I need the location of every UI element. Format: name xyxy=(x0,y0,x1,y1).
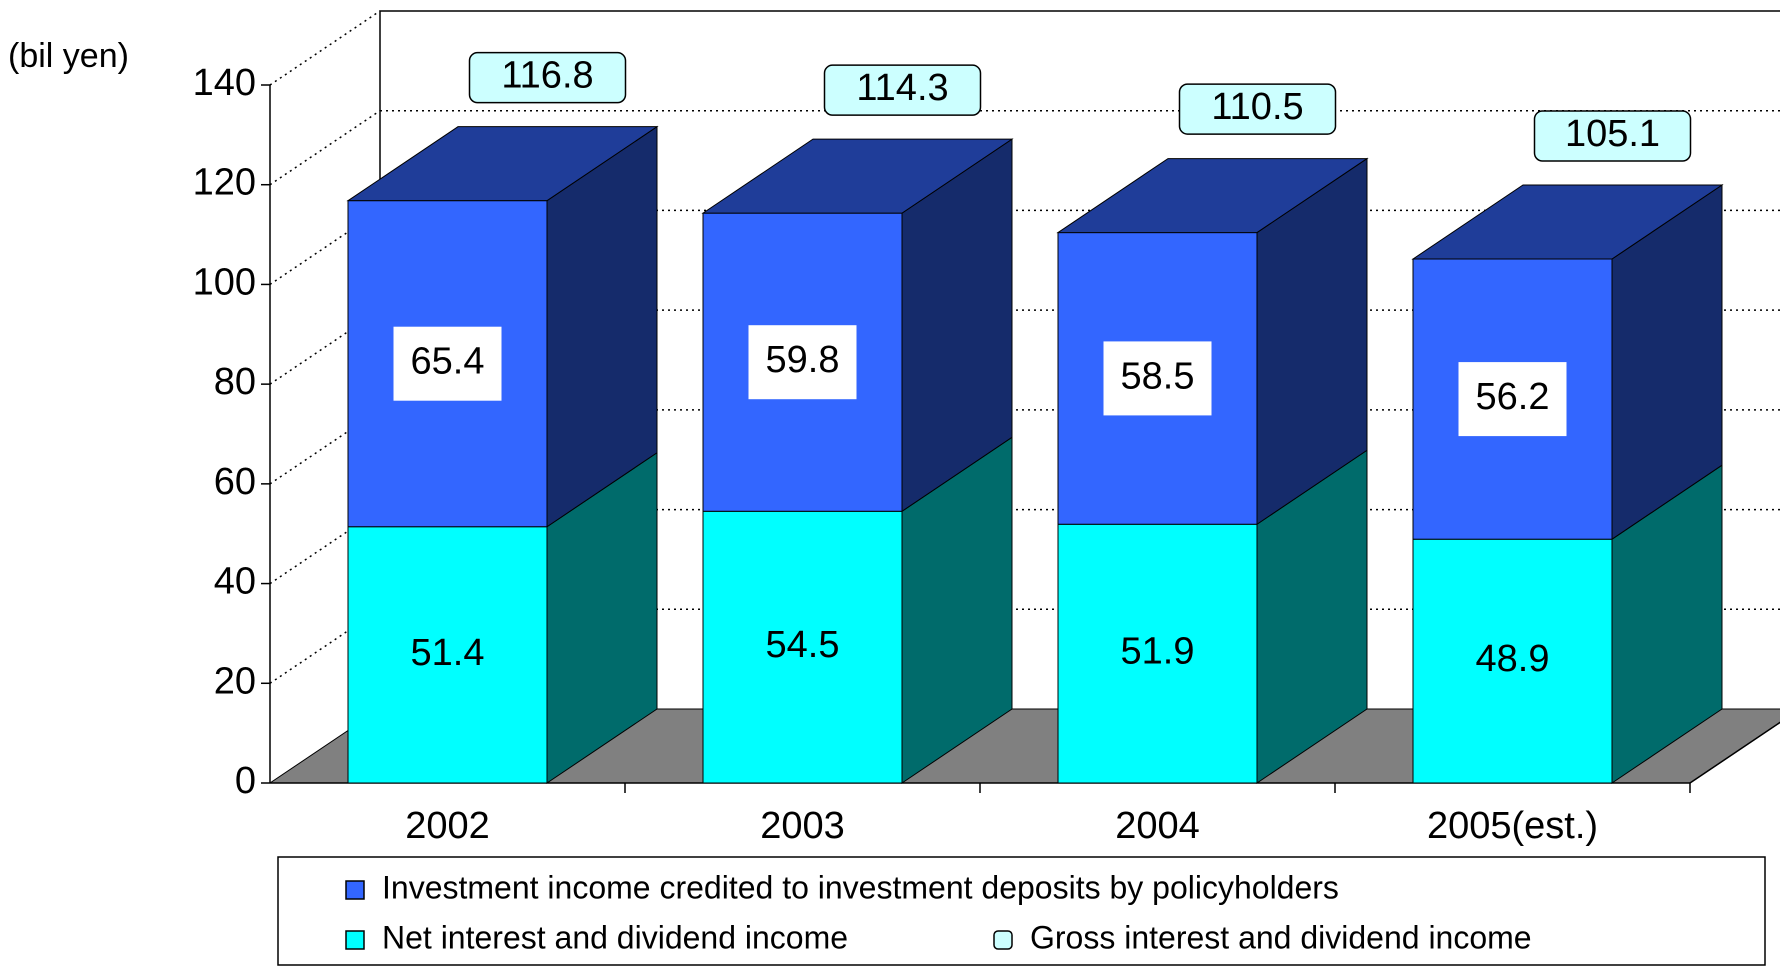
grid-line xyxy=(269,209,381,286)
total-label: 114.3 xyxy=(856,67,948,109)
legend-label: Gross interest and dividend income xyxy=(1030,919,1532,955)
total-label: 110.5 xyxy=(1211,86,1303,128)
y-tick-label: 80 xyxy=(214,361,256,403)
bar xyxy=(1057,523,1258,784)
grid-line xyxy=(269,409,381,485)
legend xyxy=(277,856,1766,966)
bar xyxy=(1412,538,1613,784)
value-label-box xyxy=(748,325,857,400)
legend-swatch xyxy=(993,930,1013,950)
legend-label: Investment income credited to investment… xyxy=(382,869,1339,905)
bar-top xyxy=(1056,158,1369,234)
bar-top xyxy=(701,138,1014,214)
legend-swatch xyxy=(345,930,365,950)
y-tick-label: 0 xyxy=(235,760,256,802)
grid-line xyxy=(269,608,381,684)
legend-label: Net interest and dividend income xyxy=(382,919,848,955)
y-tick-label: 60 xyxy=(214,461,256,503)
total-label-box xyxy=(1178,83,1337,135)
axis-line xyxy=(1689,721,1780,784)
total-label: 116.8 xyxy=(501,55,593,97)
value-label: 56.2 xyxy=(1476,376,1550,418)
grid-line xyxy=(269,508,381,585)
y-tick-label: 20 xyxy=(214,660,256,702)
x-tick-label: 2003 xyxy=(760,805,845,847)
bar xyxy=(347,526,548,784)
value-label: 59.8 xyxy=(766,339,840,381)
value-label-box xyxy=(1103,341,1212,416)
x-tick-label: 2004 xyxy=(1115,805,1200,847)
total-label-box xyxy=(823,64,982,116)
grid-line xyxy=(269,110,381,186)
value-label: 58.5 xyxy=(1121,355,1195,397)
y-tick-label: 120 xyxy=(193,162,256,204)
x-tick-label: 2005(est.) xyxy=(1427,805,1598,847)
y-tick-label: 140 xyxy=(193,62,256,104)
value-label: 51.9 xyxy=(1121,631,1195,673)
value-label: 51.4 xyxy=(411,632,485,674)
grid-line xyxy=(269,309,381,385)
y-axis-label: (bil yen) xyxy=(8,37,129,75)
grid-line xyxy=(269,10,381,86)
y-tick-label: 40 xyxy=(214,561,256,603)
value-label: 65.4 xyxy=(411,341,485,383)
total-label: 105.1 xyxy=(1565,113,1660,155)
bar-top xyxy=(346,126,659,202)
total-label-box xyxy=(468,51,627,104)
y-tick-label: 100 xyxy=(193,261,256,303)
total-label-box xyxy=(1533,110,1692,162)
legend-swatch xyxy=(345,880,365,900)
bar-top xyxy=(1411,184,1724,260)
value-label-box xyxy=(1458,362,1567,437)
value-label-box xyxy=(393,326,502,401)
value-label: 54.5 xyxy=(766,624,840,666)
x-tick-label: 2002 xyxy=(405,805,490,847)
value-label: 48.9 xyxy=(1476,638,1550,680)
